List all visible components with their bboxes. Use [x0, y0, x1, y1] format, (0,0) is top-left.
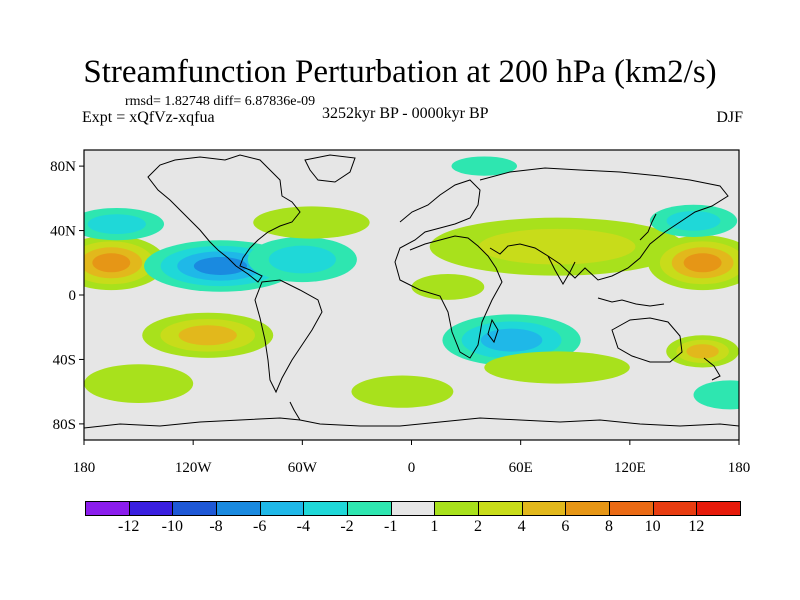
anomaly-region — [693, 380, 739, 410]
colorbar-swatch — [216, 501, 261, 516]
anomaly-region — [478, 228, 636, 265]
coast-antarctica — [84, 417, 739, 429]
colorbar-swatch — [652, 501, 698, 516]
anomaly-region — [87, 214, 146, 235]
lat-tick-label: 0 — [69, 288, 77, 304]
axis-ticks: 80N 40N 0 40S 80S 180 120W 60W 0 60E 120E 180 — [50, 159, 750, 476]
experiment-label: Expt = xQfVz-xqfua — [82, 109, 215, 126]
coast-south-america — [254, 279, 323, 394]
colorbar-label: -1 — [383, 518, 398, 535]
lon-tick-label: 60E — [509, 460, 533, 476]
lon-tick-label: 180 — [728, 460, 751, 476]
anomaly-region — [178, 325, 237, 346]
colorbar-label: -6 — [252, 518, 267, 535]
coast-australia — [611, 317, 683, 363]
anomaly-region — [193, 257, 248, 275]
anomaly-region — [84, 364, 194, 403]
anomaly-region — [451, 156, 518, 176]
anomaly-region — [666, 210, 721, 231]
colorbar-swatch — [609, 501, 654, 516]
anomaly-region — [411, 274, 485, 300]
anomaly-region — [484, 351, 630, 384]
coast-greenland — [304, 154, 356, 183]
coast-asia — [479, 167, 729, 281]
colorbar-swatch — [478, 501, 523, 516]
colorbar-label: -4 — [296, 518, 310, 535]
colorbar-swatch — [128, 501, 174, 516]
lat-tick-label: 80S — [53, 417, 76, 433]
season-label: DJF — [716, 109, 743, 126]
lon-tick-label: 60W — [288, 460, 318, 476]
anomaly-region — [268, 245, 336, 274]
coast-europe-africa — [394, 179, 503, 359]
lon-tick-label: 180 — [73, 460, 96, 476]
lon-tick-label: 0 — [408, 460, 416, 476]
colorbar-label: -12 — [117, 518, 140, 535]
colorbar-swatch — [259, 501, 305, 516]
colorbar-label: -2 — [340, 518, 354, 535]
lon-tick-label: 120W — [175, 460, 213, 476]
stats-label: rmsd= 1.82748 diff= 6.87836e-09 — [125, 94, 316, 109]
colorbar-swatch — [85, 501, 130, 516]
colorbar-swatch — [172, 501, 217, 516]
colorbar-swatch — [347, 501, 392, 516]
colorbar-label: 1 — [430, 518, 439, 535]
colorbar-label: 4 — [517, 518, 526, 535]
coast-madagascar — [487, 318, 499, 344]
colorbar-swatch — [521, 501, 567, 516]
lon-tick-label: 120E — [614, 460, 646, 476]
colorbar-label: 6 — [561, 518, 570, 535]
period-label: 3252kyr BP - 0000kyr BP — [322, 105, 489, 122]
colorbar-label: 2 — [474, 518, 482, 535]
colorbar-swatch — [696, 501, 741, 516]
coast-indonesia — [597, 297, 665, 307]
colorbar-label: -10 — [161, 518, 183, 535]
coast-north-america — [147, 154, 301, 283]
colorbar-swatch — [565, 501, 610, 516]
colorbar-label: 8 — [605, 518, 613, 535]
anomaly-region — [351, 375, 454, 408]
coast-india — [547, 255, 576, 285]
anomaly-region — [683, 253, 722, 273]
anomaly-region — [480, 328, 543, 352]
coast-japan — [639, 213, 657, 241]
coast-antarctic-peninsula — [289, 401, 301, 421]
anomaly-layer — [84, 156, 739, 410]
colorbar-label: -8 — [209, 518, 223, 535]
anomaly-region — [253, 206, 370, 239]
plot-title: Streamfunction Perturbation at 200 hPa (… — [83, 54, 717, 90]
lat-tick-label: 40N — [50, 224, 76, 240]
lat-tick-label: 40S — [53, 352, 76, 368]
anomaly-region — [92, 253, 131, 273]
anomaly-region — [686, 344, 719, 359]
colorbar-swatch — [434, 501, 479, 516]
colorbar-swatch — [303, 501, 348, 516]
colorbar-swatch — [390, 501, 436, 516]
colorbar-label: 10 — [644, 518, 661, 535]
colorbar-label: 12 — [688, 518, 705, 535]
coast-new-zealand — [703, 357, 721, 381]
coastlines — [84, 154, 739, 429]
lat-tick-label: 80N — [50, 159, 76, 175]
